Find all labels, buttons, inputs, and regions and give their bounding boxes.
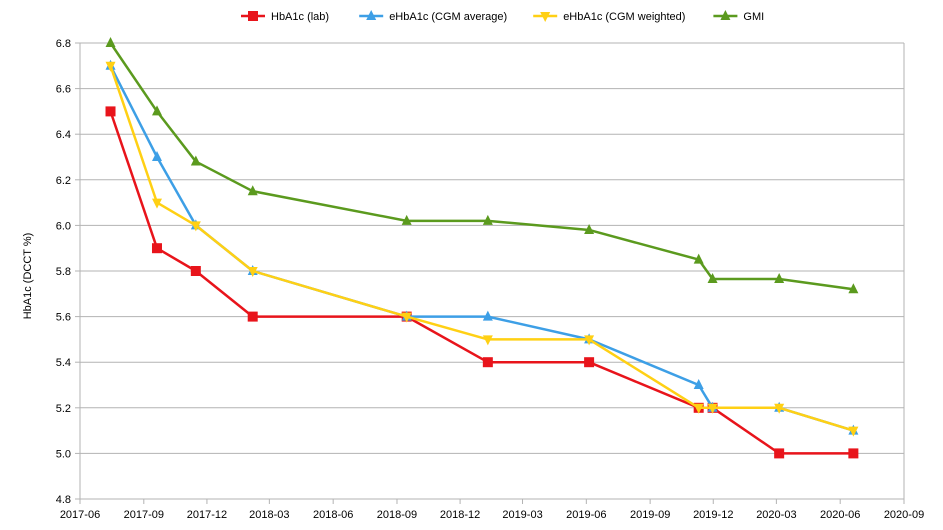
y-axis-title: HbA1c (DCCT %)	[22, 233, 34, 320]
axes-layer: 4.8 5.0 5.2 5.4 5.6 5.8 6.0 6.2 6.4 6.6 6.8 2017-06…	[56, 38, 924, 521]
legend-item: eHbA1c (CGM weighted)	[533, 11, 685, 23]
legend-label: GMI	[743, 11, 764, 23]
grid-layer	[80, 42, 904, 500]
data-point	[105, 61, 116, 72]
data-point	[482, 335, 493, 346]
data-point	[151, 151, 162, 161]
data-point	[401, 312, 412, 323]
y-tick-label: 4.8	[56, 494, 71, 506]
x-tick-label: 2019-09	[630, 509, 670, 521]
series-0	[105, 106, 859, 459]
y-tick-label: 5.4	[56, 357, 71, 369]
y-tick-label: 6.6	[56, 84, 71, 96]
data-point	[247, 311, 258, 322]
data-point	[482, 357, 493, 368]
data-point	[190, 266, 201, 276]
x-tick-label: 2019-03	[502, 509, 542, 521]
y-tick-label: 6.4	[56, 129, 71, 141]
x-tick-label: 2020-09	[884, 509, 924, 521]
legend-marker	[248, 11, 258, 21]
x-tick-label: 2018-09	[377, 509, 417, 521]
series-line	[109, 65, 854, 432]
legend-marker	[720, 10, 731, 20]
data-point	[774, 272, 785, 283]
data-point	[190, 155, 201, 166]
x-tick-label: 2020-03	[756, 509, 796, 521]
data-point	[584, 223, 595, 234]
data-point	[774, 403, 785, 414]
y-tick-label: 6.0	[56, 220, 71, 232]
y-tick-label: 6.8	[56, 38, 71, 50]
data-point	[707, 272, 718, 283]
y-tick-label: 6.2	[56, 175, 71, 187]
data-point	[482, 214, 493, 225]
y-tick-label: 5.0	[56, 448, 71, 460]
x-tick-label: 2019-12	[693, 509, 733, 521]
data-point	[774, 448, 785, 459]
data-point	[247, 267, 258, 277]
x-tick-label: 2019-06	[566, 509, 606, 521]
data-point	[401, 214, 412, 225]
data-point	[584, 357, 595, 368]
data-point	[693, 403, 704, 414]
data-point	[848, 283, 859, 294]
data-point	[584, 335, 595, 346]
data-point	[105, 37, 116, 47]
x-tick-label: 2018-06	[313, 509, 353, 521]
x-tick-label: 2018-12	[440, 509, 480, 521]
legend-label: HbA1c (lab)	[271, 11, 329, 23]
x-tick-label: 2017-12	[187, 509, 227, 521]
data-point	[693, 253, 704, 264]
data-point	[247, 185, 258, 196]
series-layer	[105, 37, 859, 459]
data-point	[151, 105, 162, 116]
data-point	[151, 198, 162, 209]
x-tick-label: 2017-09	[124, 509, 164, 521]
y-tick-label: 5.2	[56, 403, 71, 415]
series-1	[105, 59, 859, 435]
data-point	[848, 426, 859, 437]
data-point	[190, 221, 201, 232]
y-tick-label: 5.8	[56, 266, 71, 278]
series-2	[105, 61, 859, 437]
legend-label: eHbA1c (CGM weighted)	[563, 11, 685, 23]
y-tick-label: 5.6	[56, 312, 71, 324]
series-line	[109, 65, 854, 432]
data-point	[105, 106, 116, 117]
series-line	[109, 110, 854, 455]
data-point	[693, 379, 704, 389]
legend: HbA1c (lab) eHbA1c (CGM average) eHbA1c (C…	[241, 10, 764, 23]
legend-item: eHbA1c (CGM average)	[359, 10, 507, 23]
data-point	[151, 243, 162, 254]
legend-item: HbA1c (lab)	[241, 11, 329, 23]
series-3	[105, 37, 859, 294]
data-point	[482, 310, 493, 321]
series-line	[109, 42, 854, 291]
x-tick-label: 2017-06	[60, 509, 100, 521]
data-point	[848, 448, 859, 459]
x-tick-label: 2018-03	[249, 509, 289, 521]
legend-label: eHbA1c (CGM average)	[389, 11, 507, 23]
legend-marker	[540, 12, 551, 22]
legend-item: GMI	[713, 10, 764, 23]
x-tick-label: 2020-06	[820, 509, 860, 521]
data-point	[707, 403, 718, 414]
legend-marker	[366, 10, 377, 20]
